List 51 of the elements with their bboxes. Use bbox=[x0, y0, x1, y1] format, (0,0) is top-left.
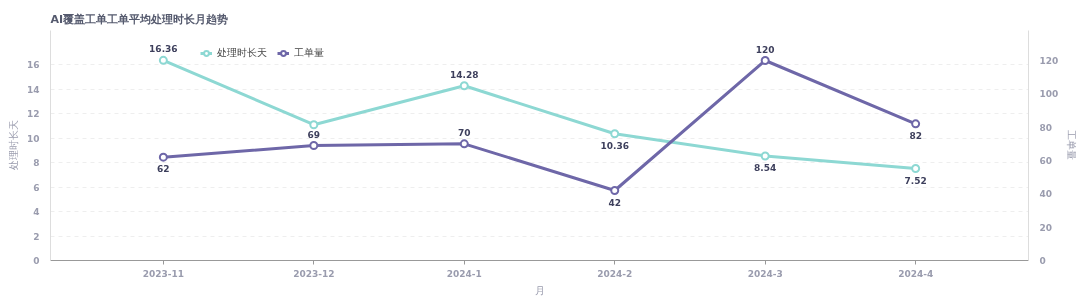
y-tick-label: 12 bbox=[26, 109, 40, 120]
point bbox=[158, 55, 168, 65]
data-label: 82 bbox=[909, 130, 922, 141]
y2-tick-label: 80 bbox=[1039, 122, 1053, 133]
y2-tick-label: 60 bbox=[1039, 156, 1053, 166]
point bbox=[309, 120, 319, 130]
point bbox=[309, 141, 319, 150]
x-tick-label: 2023-12 bbox=[293, 268, 335, 279]
y-tick-label: 4 bbox=[33, 207, 40, 218]
y-tick-label: 16 bbox=[26, 60, 40, 71]
point bbox=[911, 164, 921, 173]
data-label: 16.36 bbox=[149, 44, 178, 55]
x-tick-label: 2024-1 bbox=[446, 268, 482, 279]
data-label: 42 bbox=[608, 197, 621, 208]
point bbox=[610, 129, 620, 139]
y2-tick-label: 100 bbox=[1039, 89, 1059, 100]
data-label: 7.52 bbox=[904, 175, 927, 186]
data-label: 120 bbox=[755, 44, 775, 55]
x-axis-title: 月 bbox=[534, 284, 545, 296]
y-tick-label: 14 bbox=[26, 84, 40, 95]
y-tick-label: 0 bbox=[33, 256, 40, 266]
x-tick-label: 2024-4 bbox=[898, 268, 934, 279]
y-axis-title: 处理时长天 bbox=[7, 120, 19, 171]
y2-tick-label: 0 bbox=[1039, 256, 1046, 266]
legend-label: 处理时长天 bbox=[217, 46, 267, 60]
x-tick-label: 2024-2 bbox=[597, 268, 633, 279]
x-tick-label: 2024-3 bbox=[747, 268, 783, 279]
point bbox=[459, 139, 469, 149]
chart-title: AI覆盖工单工单平均处理时长月趋势 bbox=[50, 12, 229, 26]
point bbox=[760, 151, 770, 161]
point bbox=[911, 119, 921, 129]
y-tick-label: 8 bbox=[33, 158, 40, 169]
point bbox=[158, 152, 168, 162]
point bbox=[459, 81, 469, 91]
data-label: 14.28 bbox=[450, 69, 479, 80]
y2-tick-label: 20 bbox=[1039, 222, 1053, 233]
y2-tick-label: 40 bbox=[1039, 189, 1053, 200]
data-label: 70 bbox=[458, 127, 471, 138]
data-label: 69 bbox=[307, 129, 321, 140]
y-tick-label: 2 bbox=[33, 231, 40, 242]
data-label: 8.54 bbox=[754, 163, 777, 174]
data-label: 10.36 bbox=[600, 140, 629, 151]
y-tick-label: 6 bbox=[33, 182, 40, 193]
y2-tick-label: 120 bbox=[1039, 56, 1059, 66]
legend-label: 工单量 bbox=[294, 46, 324, 60]
point bbox=[610, 186, 620, 195]
x-tick-label: 2023-11 bbox=[142, 268, 184, 279]
data-label: 62 bbox=[157, 164, 170, 175]
point bbox=[760, 56, 770, 65]
y-tick-label: 10 bbox=[26, 133, 40, 144]
y2-axis-title: 工单量 bbox=[1066, 130, 1078, 161]
